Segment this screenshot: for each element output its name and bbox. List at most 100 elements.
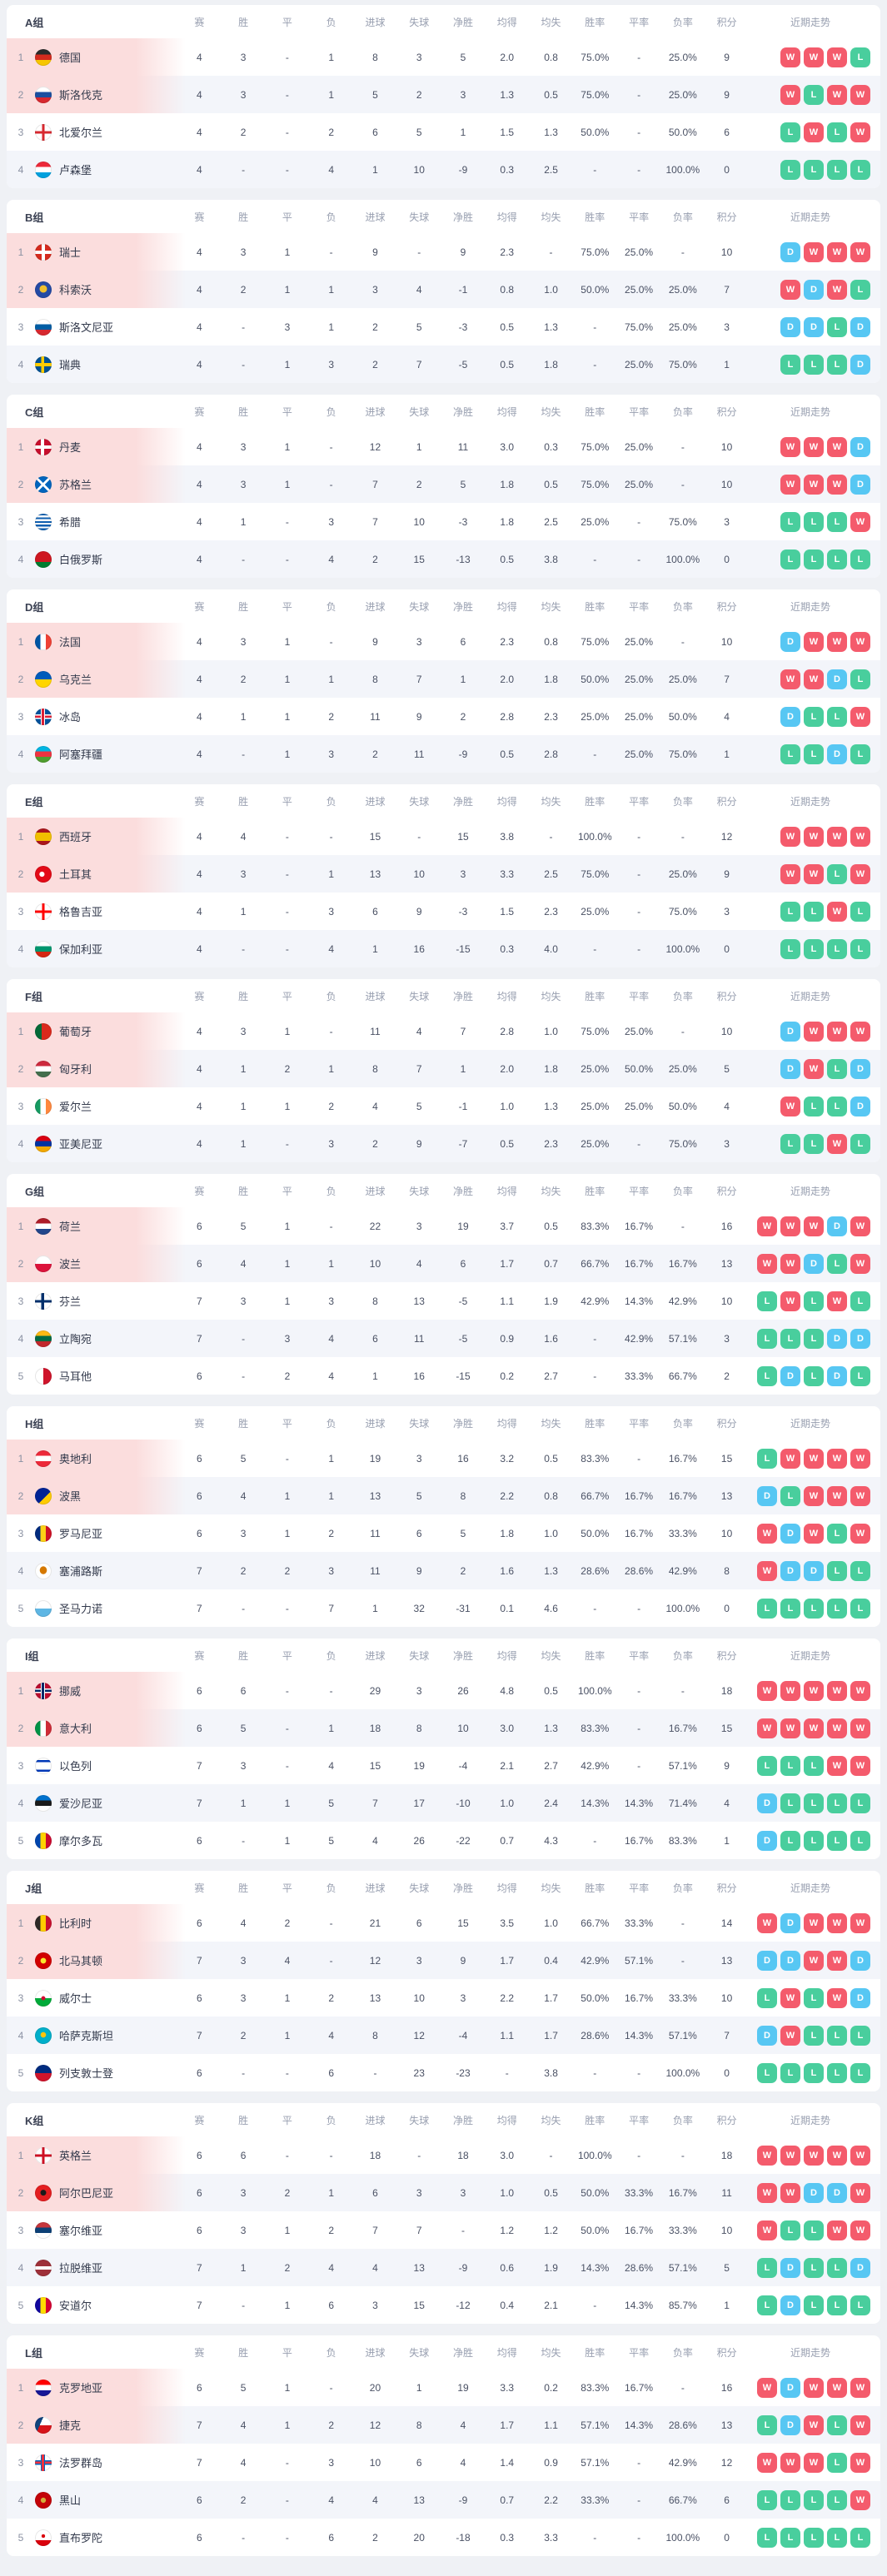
- team-row[interactable]: 1 法国 4 3 1-9 3 6 2.3 0.8 75.0% 25.0% -10 D W W W: [7, 623, 880, 660]
- team-rank: 4: [17, 358, 24, 370]
- team-row[interactable]: 4 阿塞拜疆 4-1 3 2 11 -9 0.5 2.8-25.0% 75.0% 1 L L D L: [7, 735, 880, 773]
- group-card: L组赛胜平负进球 失球 净胜 均得 均失 胜率 平率 负率 积分 近期走势 1 克罗地亚 6 5 1-20 1…: [7, 2335, 880, 2556]
- group-name: G组: [25, 1185, 45, 1198]
- team-row[interactable]: 3 冰岛 4 1 1 2 11 9 2 2.8 2.3 25.0% 25.0% 50.0% 4 D L L W: [7, 698, 880, 735]
- column-header: 负率: [672, 2346, 693, 2359]
- team-row[interactable]: 5 马耳他 6-2 4 1 16 -15 0.2 2.7-33.3% 66.7% 2 L D L D L: [7, 1357, 880, 1395]
- team-row[interactable]: 4 亚美尼亚 4 1-3 2 9 -7 0.5 2.3 25.0% -75.0% 3 L L W L: [7, 1125, 880, 1162]
- team-row[interactable]: 5 安道尔 7-1 6 3 15 -12 0.4 2.1-14.3% 85.7% 1 L D L L L: [7, 2286, 880, 2324]
- stat-cell: -9: [458, 748, 468, 760]
- stat-cell: 1: [328, 283, 335, 296]
- team-row[interactable]: 2 波兰 6 4 1 1 10 4 6 1.7 0.7 66.7% 16.7% 16.7% 13 W W D L W: [7, 1245, 880, 1282]
- team-row[interactable]: 5 圣马力诺 7- -7 1 32 -31 0.1 4.6- -100.0% 0 L L L L L: [7, 1589, 880, 1627]
- team-row[interactable]: 1 比利时 6 4 2-21 6 15 3.5 1.0 66.7% 33.3% -14 W D W W W: [7, 1904, 880, 1942]
- team-row[interactable]: 2 苏格兰 4 3 1-7 2 5 1.8 0.5 75.0% 25.0% -10 W W W D: [7, 465, 880, 503]
- team-row[interactable]: 4 卢森堡 4- -4 1 10 -9 0.3 2.5- -100.0% 0 L L L L: [7, 151, 880, 188]
- team-row[interactable]: 1 克罗地亚 6 5 1-20 1 19 3.3 0.2 83.3% 16.7% -16 W D W W W: [7, 2369, 880, 2406]
- stat-cell: 3.0: [500, 1722, 515, 1734]
- team-row[interactable]: 3 芬兰 7 3 1 3 8 13 -5 1.1 1.9 42.9% 14.3% 42.9% 10 L W L W L: [7, 1282, 880, 1320]
- team-row[interactable]: 1 西班牙 4 4- -15-15 3.8-100.0% - -12 W W W W: [7, 818, 880, 855]
- team-row[interactable]: 5 摩尔多瓦 6-1 5 4 26 -22 0.7 4.3-16.7% 83.3% 1 D L L L L: [7, 1822, 880, 1859]
- group-name: E组: [25, 795, 43, 808]
- team-rank: 5: [17, 1834, 24, 1847]
- team-row[interactable]: 3 威尔士 6 3 1 2 13 10 3 2.2 1.7 50.0% 16.7% 33.3% 10 L W L W…: [7, 1979, 880, 2017]
- team-row[interactable]: 2 乌克兰 4 2 1 1 8 7 1 2.0 1.8 50.0% 25.0% 25.0% 7 W W D L: [7, 660, 880, 698]
- form-badge-loss: L: [850, 901, 870, 922]
- form-badge-win: W: [850, 1021, 870, 1042]
- stat-cell: -: [242, 2531, 246, 2544]
- column-header: 平率: [629, 16, 650, 28]
- stat-cell: 0.4: [544, 1954, 558, 1967]
- team-row[interactable]: 3 北爱尔兰 4 2-2 6 5 1 1.5 1.3 50.0% -50.0% 6 L W L W: [7, 113, 880, 151]
- stat-cell: 3: [460, 88, 466, 101]
- stat-cell: 2.8: [500, 1025, 515, 1037]
- stat-cell: -: [285, 515, 289, 528]
- team-row[interactable]: 1 挪威 6 6- -29 3 26 4.8 0.5 100.0% - -18 W W W W W: [7, 1672, 880, 1709]
- team-row[interactable]: 4 瑞典 4-1 3 2 7 -5 0.5 1.8-25.0% 75.0% 1 L L L D: [7, 346, 880, 383]
- team-row[interactable]: 3 斯洛文尼亚 4-3 1 2 5 -3 0.5 1.3-75.0% 25.0% 3 D D L D: [7, 308, 880, 346]
- form-badge-win: W: [826, 2377, 847, 2398]
- stat-cell: 6: [197, 1370, 202, 1382]
- stat-cell: 75.0%: [668, 358, 697, 370]
- stat-cell: 1: [284, 440, 291, 453]
- stat-cell: 57.1%: [668, 2029, 697, 2041]
- stat-cell: 6: [197, 1220, 202, 1232]
- team-row[interactable]: 3 希腊 4 1-3 7 10 -3 1.8 2.5 25.0% -75.0% 3 L L L W: [7, 503, 880, 540]
- stat-cell: 33.3%: [625, 1370, 654, 1382]
- team-row[interactable]: 5 列支敦士登 6- -6-23 -23-3.8- -100.0% 0 L L L L L: [7, 2054, 880, 2091]
- team-row[interactable]: 4 保加利亚 4- -4 1 16 -15 0.3 4.0- -100.0% 0 L L L L: [7, 930, 880, 967]
- stat-cell: -: [329, 478, 333, 490]
- team-row[interactable]: 3 法罗群岛 7 4-3 10 6 4 1.4 0.9 57.1% -42.9% 12 W W W L W: [7, 2444, 880, 2481]
- team-row[interactable]: 3 以色列 7 3-4 15 19 -4 2.1 2.7 42.9% -57.1% 9 L L L W W: [7, 1747, 880, 1784]
- stat-cell: -: [285, 51, 289, 63]
- stat-cell: 4: [197, 673, 202, 685]
- form-badge-loss: L: [850, 2025, 870, 2046]
- team-row[interactable]: 1 丹麦 4 3 1-12 1 11 3.0 0.3 75.0% 25.0% -10 W W W D: [7, 428, 880, 465]
- team-cell: 1 法国: [7, 633, 177, 650]
- team-row[interactable]: 3 塞尔维亚 6 3 1 2 7 7-1.2 1.2 50.0% 16.7% 33.3% 10 W L L W W: [7, 2211, 880, 2249]
- team-row[interactable]: 4 塞浦路斯 7 2 2 3 11 9 2 1.6 1.3 28.6% 28.6% 42.9% 8 W D D L L: [7, 1552, 880, 1589]
- team-row[interactable]: 2 科索沃 4 2 1 1 3 4 -1 0.8 1.0 50.0% 25.0% 25.0% 7 W D W L: [7, 271, 880, 308]
- team-row[interactable]: 4 白俄罗斯 4- -4 2 15 -13 0.5 3.8- -100.0% 0 L L L L: [7, 540, 880, 578]
- team-row[interactable]: 1 荷兰 6 5 1-22 3 19 3.7 0.5 83.3% 16.7% -16 W W W D W: [7, 1207, 880, 1245]
- stat-cell: 25.0%: [625, 440, 654, 453]
- team-row[interactable]: 2 波黑 6 4 1 1 13 5 8 2.2 0.8 66.7% 16.7% 16.7% 13 D L W W W: [7, 1477, 880, 1514]
- team-row[interactable]: 1 英格兰 6 6- -18-18 3.0-100.0% - -18 W W W W W: [7, 2136, 880, 2174]
- stat-cell: 2: [372, 748, 378, 760]
- stat-cell: 10: [720, 635, 733, 648]
- team-row[interactable]: 2 捷克 7 4 1 2 12 8 4 1.7 1.1 57.1% 14.3% 28.6% 13 L D W L W: [7, 2406, 880, 2444]
- team-row[interactable]: 2 北马其顿 7 3 4-12 3 9 1.7 0.4 42.9% 57.1% -13 D D W W D: [7, 1942, 880, 1979]
- team-name: 塞浦路斯: [59, 1565, 103, 1578]
- team-row[interactable]: 1 瑞士 4 3 1-9-9 2.3-75.0% 25.0% -10 D W W W: [7, 233, 880, 271]
- team-row[interactable]: 2 土耳其 4 3-1 13 10 3 3.3 2.5 75.0% -25.0% 9 W W L W: [7, 855, 880, 893]
- team-name: 芬兰: [59, 1295, 82, 1308]
- team-cell: 2 乌克兰: [7, 670, 177, 688]
- team-row[interactable]: 1 奥地利 6 5-1 19 3 16 3.2 0.5 83.3% -16.7% 15 L W W W W: [7, 1440, 880, 1477]
- team-row[interactable]: 1 德国 4 3-1 8 3 5 2.0 0.8 75.0% -25.0% 9 W W W L: [7, 38, 880, 76]
- team-row[interactable]: 2 匈牙利 4 1 2 1 8 7 1 2.0 1.8 25.0% 50.0% 25.0% 5 D W L D: [7, 1050, 880, 1087]
- team-row[interactable]: 4 爱沙尼亚 7 1 1 5 7 17 -10 1.0 2.4 14.3% 14.3% 71.4% 4 D L L…: [7, 1784, 880, 1822]
- team-row[interactable]: 4 黑山 6 2-4 4 13 -9 0.7 2.2 33.3% -66.7% 6 L L L L W: [7, 2481, 880, 2519]
- stat-cell: 12: [720, 2456, 733, 2469]
- team-row[interactable]: 2 意大利 6 5-1 18 8 10 3.0 1.3 83.3% -16.7% 15 W W W W W: [7, 1709, 880, 1747]
- team-row[interactable]: 2 斯洛伐克 4 3-1 5 2 3 1.3 0.5 75.0% -25.0% 9 W L W W: [7, 76, 880, 113]
- team-row[interactable]: 3 格鲁吉亚 4 1-3 6 9 -3 1.5 2.3 25.0% -75.0% 3 L L W L: [7, 893, 880, 930]
- team-rank: 5: [17, 2531, 24, 2544]
- team-row[interactable]: 2 阿尔巴尼亚 6 3 2 1 6 3 3 1.0 0.5 50.0% 33.3% 16.7% 11 W W D D…: [7, 2174, 880, 2211]
- team-row[interactable]: 5 直布罗陀 6- -6 2 20 -18 0.3 3.3- -100.0% 0 L L L L L: [7, 2519, 880, 2556]
- group-name: D组: [25, 600, 44, 614]
- group-card: D组赛胜平负进球 失球 净胜 均得 均失 胜率 平率 负率 积分 近期走势 1 法国 4 3 1-9 3 6 2.…: [7, 589, 880, 773]
- team-row[interactable]: 3 爱尔兰 4 1 1 2 4 5 -1 1.0 1.3 25.0% 25.0% 50.0% 4 W L L D: [7, 1087, 880, 1125]
- column-header: 负: [326, 990, 336, 1002]
- team-row[interactable]: 4 哈萨克斯坦 7 2 1 4 8 12 -4 1.1 1.7 28.6% 14.3% 57.1% 7 D W L…: [7, 2017, 880, 2054]
- team-row[interactable]: 4 拉脱维亚 7 1 2 4 4 13 -9 0.6 1.9 14.3% 28.6% 57.1% 5 L D L L…: [7, 2249, 880, 2286]
- team-row[interactable]: 1 葡萄牙 4 3 1-11 4 7 2.8 1.0 75.0% 25.0% -10 D W W W: [7, 1012, 880, 1050]
- column-header: 赛: [194, 2346, 205, 2359]
- stat-cell: 10: [457, 1722, 469, 1734]
- group-header-row: G组 赛 胜 平 负 进球 失球 净胜 均得 均失 胜率 平率 负率 积分 近期走势: [7, 1174, 880, 1207]
- stat-cell: 5: [240, 1722, 247, 1734]
- stat-cell: 7: [197, 2029, 202, 2041]
- team-row[interactable]: 4 立陶宛 7-3 4 6 11 -5 0.9 1.6-42.9% 57.1% 3 L L L D D: [7, 1320, 880, 1357]
- team-row[interactable]: 3 罗马尼亚 6 3 1 2 11 6 5 1.8 1.0 50.0% 16.7% 33.3% 10 W D W L…: [7, 1514, 880, 1552]
